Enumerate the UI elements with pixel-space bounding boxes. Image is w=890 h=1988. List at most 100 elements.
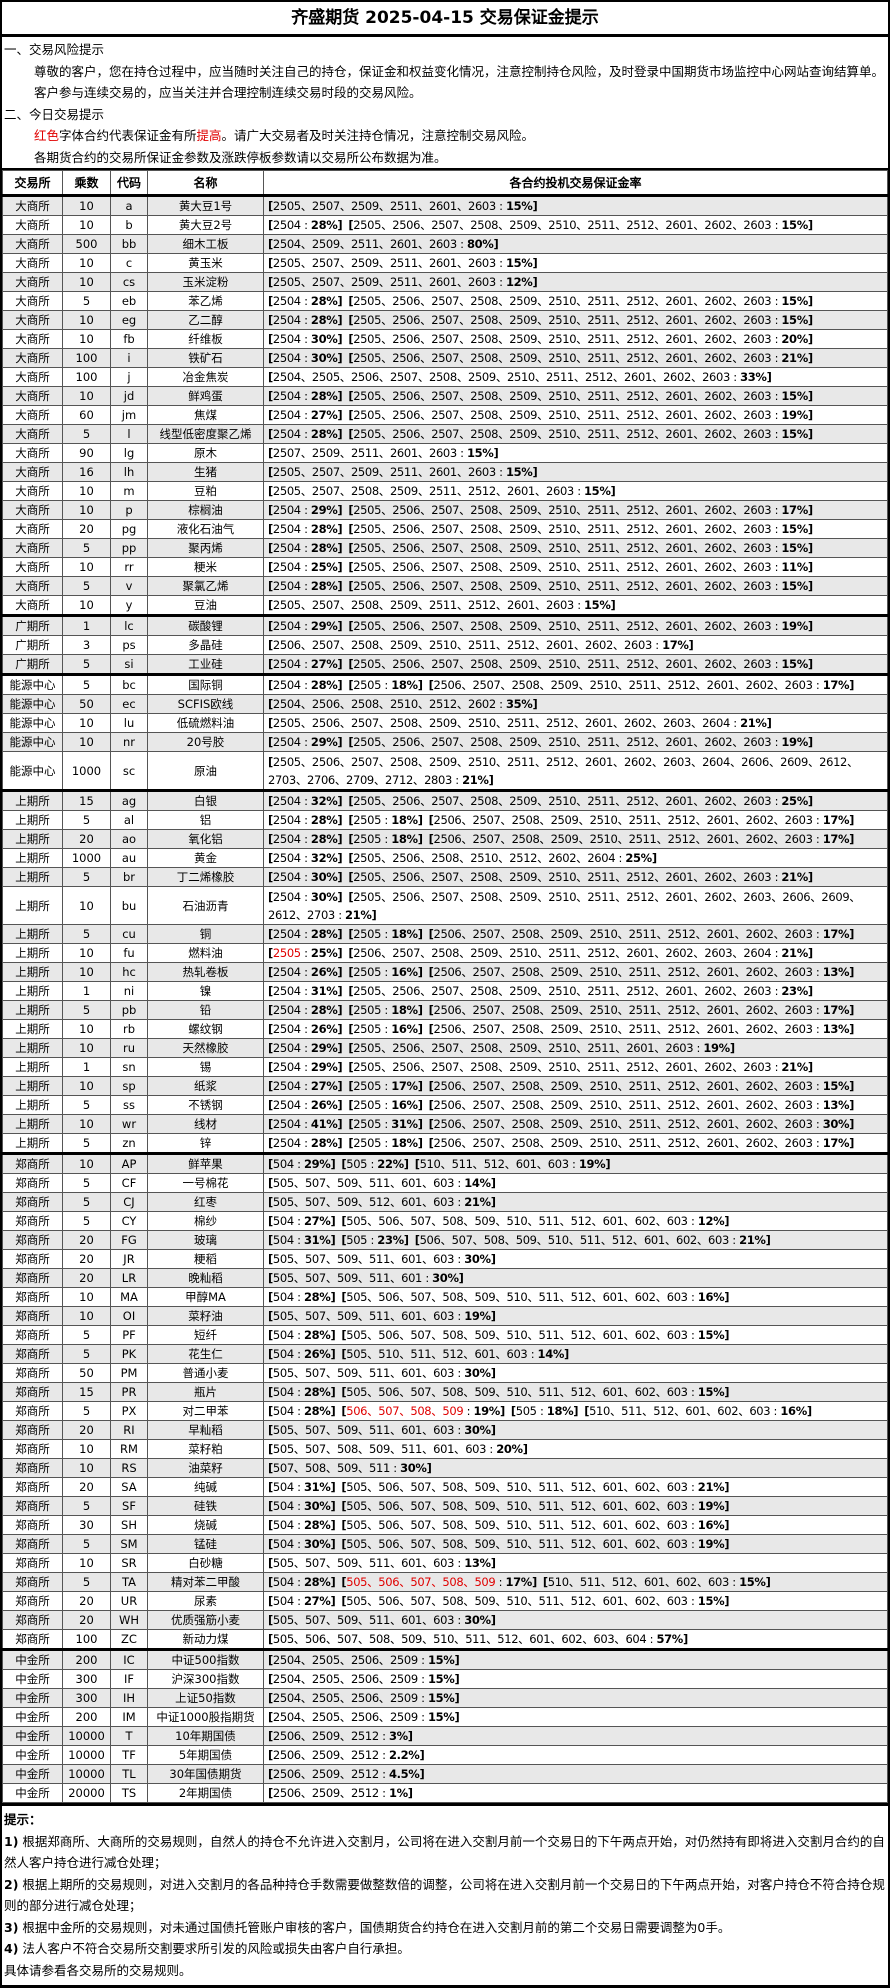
cell-margin-rates: 2506、2509、25122.2% — [263, 1745, 888, 1765]
cell-margin-rates: 50428% 505、506、507、508、509、510、511、512、60… — [263, 1325, 888, 1345]
cell-code: cu — [110, 924, 148, 944]
margin-segment: 505、507、509、511、601、60330% — [268, 1423, 496, 1437]
margin-segment: 250432% — [268, 794, 342, 808]
margin-segment: 50523% — [341, 1233, 408, 1247]
margin-segment: 2504、2505、2506、250915% — [268, 1691, 459, 1705]
cell-exchange: 中金所 — [2, 1783, 63, 1803]
margin-segment: 250432% — [268, 851, 342, 865]
contract-months: 2506、2507、2508、2509、2510、2511、2512、2601、… — [433, 813, 813, 827]
margin-segment: 2506、2507、2508、2509、2510、2511、2512、2601、… — [429, 1136, 854, 1150]
margin-segment: 250429% — [268, 735, 342, 749]
contract-months: 2504 — [272, 560, 301, 574]
contract-months: 2504 — [272, 503, 301, 517]
margin-segment: 250426% — [268, 965, 342, 979]
contract-months: 505、506、507、508、509、510、511、512、601、602、… — [346, 1480, 688, 1494]
contract-months: 2505、2506、2507、2508、2509、2510、2511、2512、… — [353, 619, 772, 633]
cell-code: pb — [110, 1000, 148, 1020]
margin-segment: 2504、2506、2508、2510、2512、260235% — [268, 697, 537, 711]
cell-name: 早籼稻 — [147, 1420, 264, 1440]
cell-name: 燃料油 — [147, 943, 264, 963]
margin-segment: 250518% — [348, 1136, 422, 1150]
cell-name: 锡 — [147, 1057, 264, 1077]
margin-segment: 2506、2507、2508、2509、2510、2511、2512、2601、… — [429, 1003, 854, 1017]
cell-name: 棉纱 — [147, 1211, 264, 1231]
cell-margin-rates: 250428% 250518% 2506、2507、2508、2509、2510、2… — [263, 829, 888, 849]
contract-months: 2505 — [353, 1136, 382, 1150]
cell-margin-rates: 505、507、509、511、60130% — [263, 1268, 888, 1288]
cell-margin-rates: 250429% 2505、2506、2507、2508、2509、2510、251… — [263, 1038, 888, 1058]
cell-name: 棕榈油 — [147, 500, 264, 520]
margin-segment: 505、506、507、508、509、510、511、512、601、602、… — [341, 1214, 729, 1228]
cell-multiplier: 90 — [62, 443, 111, 463]
cell-margin-rates: 250432% 2505、2506、2508、2510、2512、2602、260… — [263, 848, 888, 868]
cell-multiplier: 5 — [62, 1133, 111, 1154]
contract-months: 2506、2509、2512 — [272, 1767, 379, 1781]
cell-code: SR — [110, 1553, 148, 1573]
margin-rate: 15% — [771, 522, 808, 536]
contract-months: 504 — [272, 1290, 294, 1304]
margin-segment: 2505、2507、2509、2511、2601、260315% — [268, 256, 537, 270]
contract-months: 505、506、507、508、509、510、511、512、601、602、… — [346, 1290, 688, 1304]
cell-code: wr — [110, 1114, 148, 1134]
margin-rate: 31% — [381, 1117, 418, 1131]
contract-months: 2505、2506、2507、2508、2509、2510、2511、2512、… — [353, 427, 772, 441]
cell-margin-rates: 2505、2507、2508、2509、2511、2512、2601、26031… — [263, 595, 888, 616]
cell-multiplier: 10 — [62, 1076, 111, 1096]
margin-rate: 12% — [496, 275, 533, 289]
contract-months: 2506、2507、2508、2509、2510、2511、2512、2601、… — [433, 1136, 813, 1150]
margin-rate: 32% — [301, 851, 338, 865]
margin-rate: 25% — [771, 794, 808, 808]
margin-segment: 250426% — [268, 1098, 342, 1112]
margin-segment: 2505、2507、2508、2509、2511、2512、2601、26031… — [268, 484, 615, 498]
cell-margin-rates: 2506、2509、25124.5% — [263, 1764, 888, 1784]
margin-segment: 2505、2506、2507、2508、2509、2510、2511、2512、… — [348, 313, 812, 327]
margin-rate: 33% — [730, 370, 767, 384]
margin-segment: 250431% — [268, 984, 342, 998]
table-header-row: 交易所 乘数 代码 名称 各合约投机交易保证金率 — [2, 170, 888, 197]
cell-multiplier: 5 — [62, 1344, 111, 1364]
cell-multiplier: 1000 — [62, 848, 111, 868]
cell-margin-rates: 250430%2505、2506、2507、2508、2509、2510、251… — [263, 886, 888, 925]
cell-exchange: 上期所 — [2, 924, 63, 944]
cell-code: T — [110, 1726, 148, 1746]
margin-segment: 2506、2507、2508、2509、2510、2511、2512、2601、… — [429, 832, 854, 846]
cell-code: b — [110, 215, 148, 235]
margin-rate: 21% — [771, 351, 808, 365]
cell-margin-rates: 2504、2509、2511、2601、260380% — [263, 234, 888, 254]
margin-rate: 30% — [422, 1271, 459, 1285]
contract-months: 2504 — [272, 351, 301, 365]
cell-multiplier: 20 — [62, 1477, 111, 1497]
cell-multiplier: 16 — [62, 462, 111, 482]
contract-months: 2505、2507、2509、2511、2601、2603 — [272, 465, 496, 479]
margin-segment: 2505、2506、2507、2508、2509、2510、2511、2512、… — [348, 294, 812, 308]
cell-multiplier: 20 — [62, 519, 111, 539]
contract-months: 505、507、509、511、601、603 — [272, 1423, 455, 1437]
margin-segment: 50428% — [268, 1575, 335, 1589]
contract-months: 2504 — [272, 579, 301, 593]
margin-segment: 2505、2506、2507、2508、2509、2510、2511、2512、… — [348, 984, 812, 998]
contract-months: 504 — [272, 1480, 294, 1494]
contract-months: 2505 — [353, 832, 382, 846]
cell-name: 纤维板 — [147, 329, 264, 349]
cell-margin-rates: 250428% 2505、2506、2507、2508、2509、2510、251… — [263, 215, 888, 235]
cell-margin-rates: 2504、2505、2506、250915% — [263, 1648, 888, 1670]
cell-margin-rates: 505、507、509、511、601、60319% — [263, 1306, 888, 1326]
cell-code: CJ — [110, 1192, 148, 1212]
cell-margin-rates: 250428% 2505、2506、2507、2508、2509、2510、251… — [263, 291, 888, 311]
margin-rate: 22% — [367, 1157, 404, 1171]
cell-exchange: 大商所 — [2, 195, 63, 216]
cell-code: p — [110, 500, 148, 520]
margin-rate: 19% — [771, 619, 808, 633]
contract-months: 505、507、509、511、601、603 — [272, 1613, 455, 1627]
